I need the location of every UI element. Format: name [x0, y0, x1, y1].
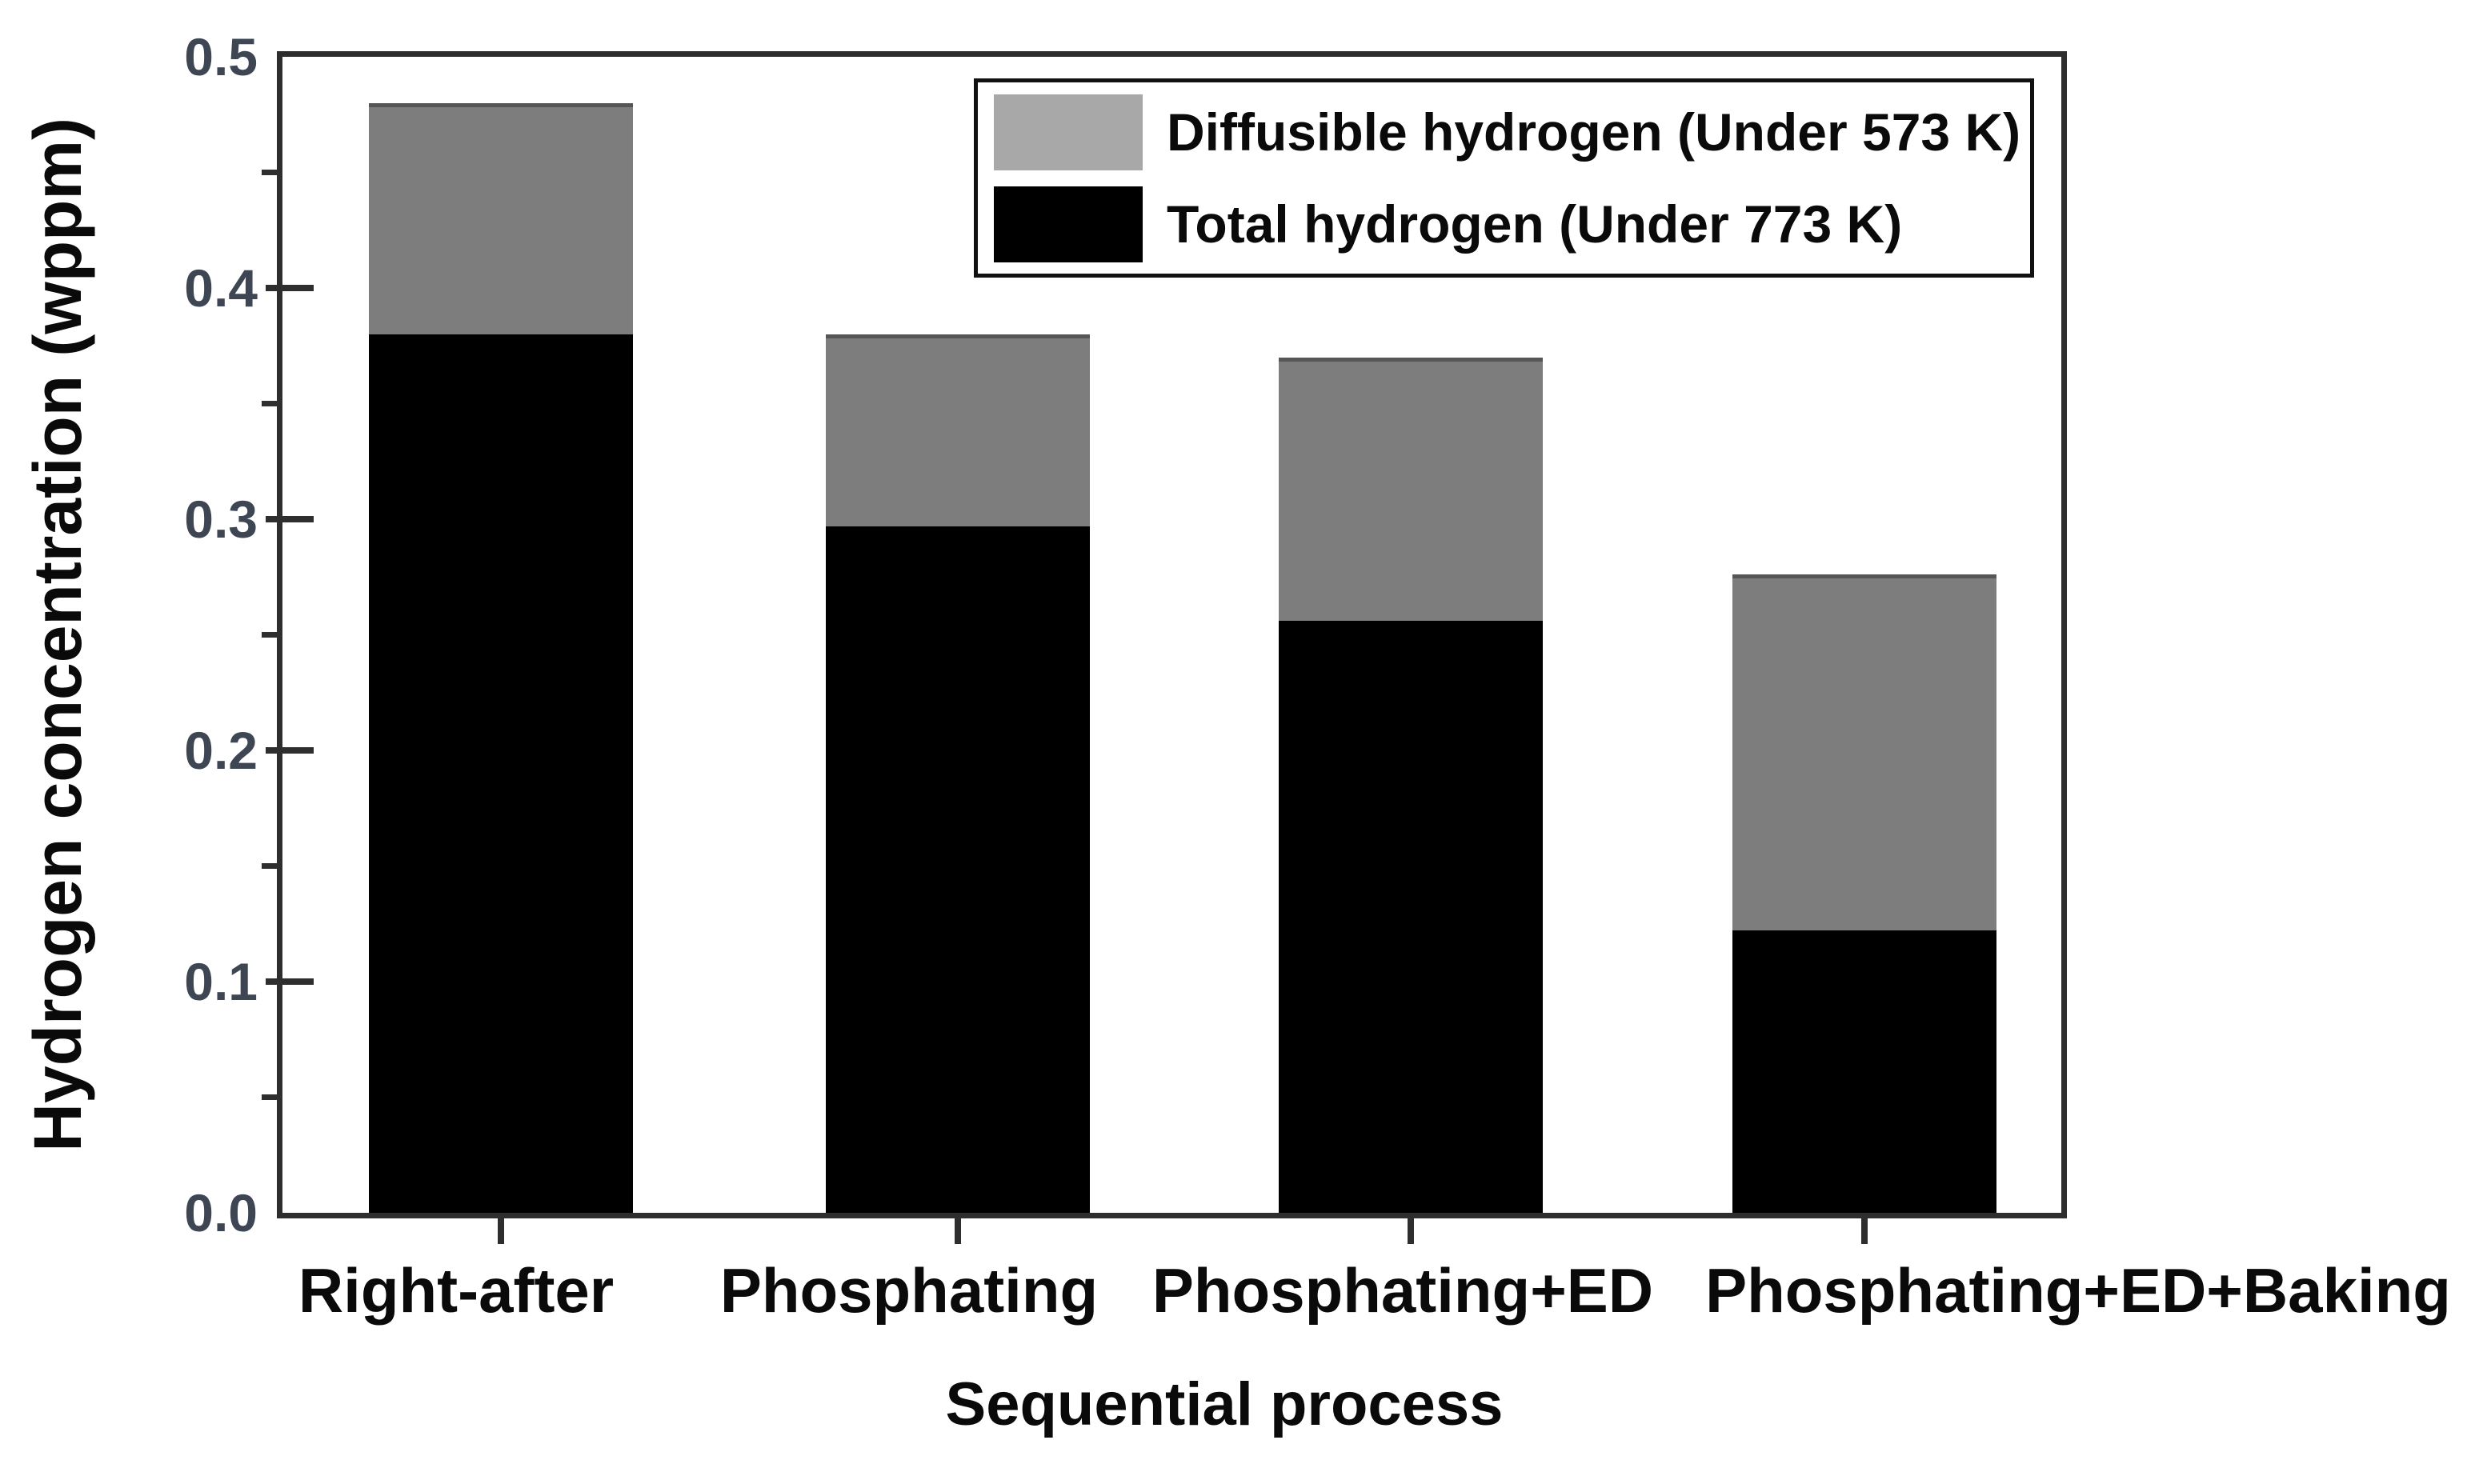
- plot-inner: [262, 57, 2061, 1244]
- legend-label-diffusible: Diffusible hydrogen (Under 573 K): [1167, 102, 2021, 162]
- y-axis-title-wrap: Hydrogen concentration (wppm): [8, 51, 107, 1218]
- x-tick-label-2: Phosphating: [719, 1255, 1099, 1326]
- bar-segment-total-2: [826, 526, 1090, 1213]
- x-tick-label-4: Phosphating+ED+Baking: [1705, 1255, 2451, 1326]
- legend-label-total: Total hydrogen (Under 773 K): [1167, 194, 1903, 254]
- bar-segment-total-4: [1732, 930, 1996, 1213]
- y-tick-0.1: [266, 978, 314, 985]
- x-tick-label-1: Right-after: [298, 1255, 615, 1326]
- y-tick-label-0.5: 0.5: [184, 27, 258, 86]
- y-tick-0.4: [266, 285, 314, 291]
- bar-segment-total-3: [1279, 621, 1543, 1213]
- bar-segment-total-1: [369, 334, 633, 1213]
- y-minor-tick-0.15: [262, 863, 282, 869]
- bar-segment-diffusible-2: [826, 334, 1090, 526]
- legend-item-total: Total hydrogen (Under 773 K): [994, 186, 2030, 262]
- y-tick-0.2: [266, 747, 314, 754]
- x-tick-label-3: Phosphating+ED: [1151, 1255, 1654, 1326]
- y-tick-label-0.3: 0.3: [184, 490, 258, 549]
- x-tick-1: [498, 1218, 504, 1244]
- legend-item-diffusible: Diffusible hydrogen (Under 573 K): [994, 94, 2030, 170]
- x-tick-2: [955, 1218, 961, 1244]
- legend-swatch-total: [994, 186, 1143, 262]
- y-minor-tick-0.05: [262, 1094, 282, 1100]
- y-minor-tick-0.35: [262, 401, 282, 406]
- legend-box: Diffusible hydrogen (Under 573 K) Total …: [974, 78, 2034, 278]
- y-tick-label-0.4: 0.4: [184, 258, 258, 318]
- y-minor-tick-0.25: [262, 632, 282, 638]
- x-tick-3: [1408, 1218, 1414, 1244]
- bar-segment-diffusible-3: [1279, 358, 1543, 621]
- y-minor-tick-0.45: [262, 170, 282, 175]
- y-tick-label-0.0: 0.0: [184, 1183, 258, 1242]
- x-axis-title: Sequential process: [945, 1370, 1504, 1438]
- x-tick-4: [1861, 1218, 1868, 1244]
- y-tick-0.3: [266, 516, 314, 522]
- bar-segment-diffusible-1: [369, 103, 633, 334]
- legend-swatch-diffusible: [994, 94, 1143, 170]
- y-tick-label-0.1: 0.1: [184, 952, 258, 1011]
- y-tick-label-0.2: 0.2: [184, 721, 258, 780]
- bar-segment-diffusible-4: [1732, 574, 1996, 930]
